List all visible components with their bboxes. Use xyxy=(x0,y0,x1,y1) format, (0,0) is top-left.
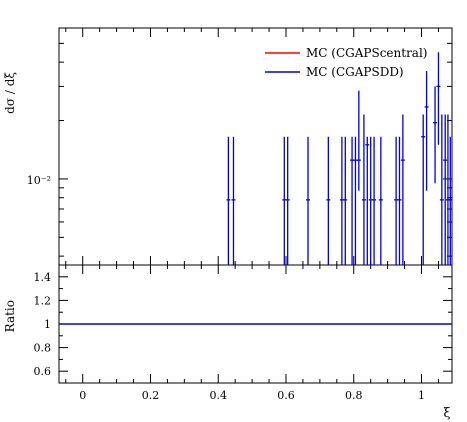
ratio-x-tick-label: 0.4 xyxy=(209,389,227,402)
main-y-tick-label: 10⁻² xyxy=(27,174,51,187)
main-ylabel: dσ / dξ xyxy=(3,72,17,114)
ratio-x-tick-label: 1 xyxy=(418,389,425,402)
ratio-x-tick-label: 0 xyxy=(79,389,86,402)
legend-label-cgapsdd: MC (CGAPSDD) xyxy=(306,65,404,79)
xlabel: ξ xyxy=(443,406,450,421)
ratio-y-tick-label: 1.4 xyxy=(34,271,52,284)
ratio-x-tick-label: 0.6 xyxy=(277,389,295,402)
ratio-y-tick-label: 0.6 xyxy=(34,365,52,378)
ratio-x-tick-label: 0.2 xyxy=(142,389,160,402)
main-ticks xyxy=(59,27,452,265)
ratio-y-tick-label: 0.8 xyxy=(34,342,52,355)
ratio-ticks: 0 0.2 0.4 0.6 0.8 1 0.6 0.8 1 1.2 1.4 xyxy=(34,264,452,402)
main-data-points xyxy=(226,52,453,265)
ratio-ylabel: Ratio xyxy=(3,300,17,332)
ratio-y-tick-label: 1.2 xyxy=(34,294,52,307)
ratio-y-tick-label: 1 xyxy=(44,318,51,331)
ratio-x-tick-label: 0.8 xyxy=(345,389,363,402)
legend: MC (CGAPScentral) MC (CGAPSDD) xyxy=(265,46,427,79)
main-plot-frame xyxy=(58,27,453,266)
legend-label-cgapscentral: MC (CGAPScentral) xyxy=(306,46,427,60)
